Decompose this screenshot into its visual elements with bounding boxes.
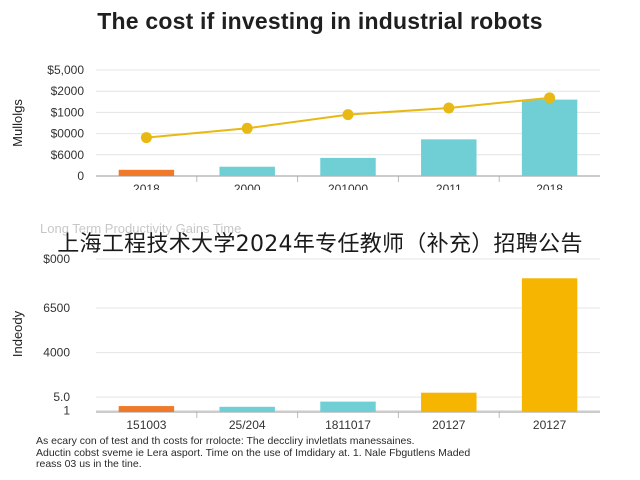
x-tick-label: 201000 <box>328 182 368 190</box>
bar <box>521 278 578 412</box>
overlay-banner-text: 上海工程技术大学2024年专任教师（补充）招聘公告 <box>57 232 583 257</box>
x-tick-label: 2018 <box>133 182 160 190</box>
x-tick-label: 20127 <box>533 418 567 432</box>
trend-point <box>544 92 556 104</box>
y-tick-label: $1000 <box>51 105 85 119</box>
x-tick-label: 151003 <box>126 418 166 432</box>
y-tick-label: 0 <box>77 169 84 183</box>
bar <box>219 406 275 412</box>
y-tick-label: $5,000 <box>47 63 84 77</box>
y-tick-label: $000 <box>43 252 70 266</box>
y-tick-label: 5.0 <box>53 390 70 404</box>
caption-line: Aductin cobst sveme ie Lera asport. Time… <box>36 447 471 459</box>
caption-line: As ecary con of test and th costs for rr… <box>36 436 415 447</box>
y-axis-label: Indeody <box>10 310 25 357</box>
bar <box>118 169 175 176</box>
x-tick-label: 2011 <box>436 182 462 190</box>
bar <box>521 99 578 176</box>
trend-point <box>342 109 354 121</box>
y-tick-label: $2000 <box>51 84 85 98</box>
trend-point <box>140 132 152 144</box>
x-tick-label: 25/204 <box>229 418 266 432</box>
bar <box>320 157 376 176</box>
y-tick-label: $0000 <box>51 127 85 141</box>
y-tick-label: 6500 <box>43 301 70 315</box>
x-tick-label: 1811017 <box>325 418 371 432</box>
chart-title: The cost if investing in industrial robo… <box>97 8 543 34</box>
productivity-gains-chart: 15.0 4000 6500 $000 151003 25/204 1811017 20127… <box>10 252 600 432</box>
bar <box>320 401 376 412</box>
y-axis-label: Mullolgs <box>10 99 25 147</box>
trend-point <box>443 102 455 114</box>
bar <box>421 392 477 412</box>
y-tick-label: 1 <box>63 404 70 418</box>
trend-point <box>241 122 253 134</box>
investment-cost-chart: 0 $6000 $0000 $1000 $2000 $5,000 2018 2000 20100… <box>10 63 600 190</box>
y-tick-label: $6000 <box>51 148 85 162</box>
y-tick-label: 4000 <box>43 346 70 360</box>
x-tick-label: 2000 <box>234 182 261 190</box>
faded-subtitle: Long Term Productivity Gains Time <box>40 221 242 236</box>
bar <box>219 166 275 176</box>
bar <box>421 139 477 176</box>
x-tick-label: 2018 <box>536 182 563 190</box>
bar <box>118 406 175 412</box>
x-tick-label: 20127 <box>432 418 466 432</box>
caption-line: reass 03 us in the tine. <box>36 459 142 470</box>
caption: As ecary con of test and th costs for rr… <box>36 436 632 471</box>
